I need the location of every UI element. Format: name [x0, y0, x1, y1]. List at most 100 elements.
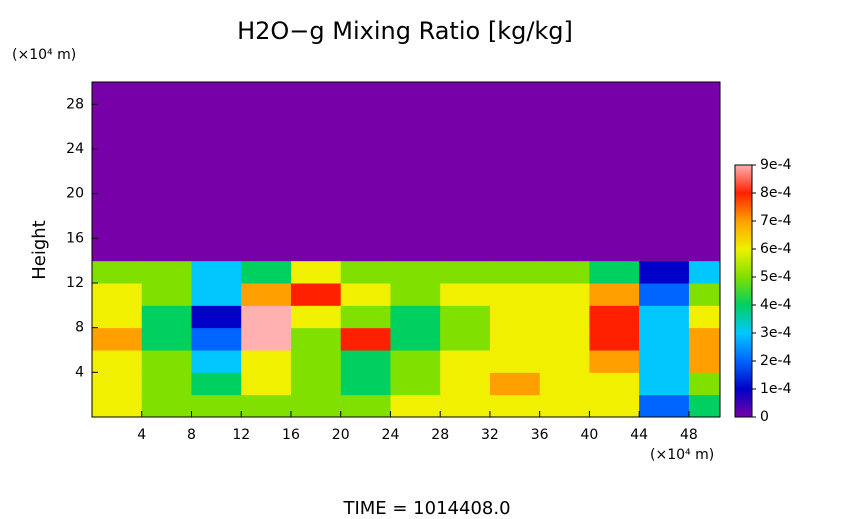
heatmap-cell	[141, 394, 192, 418]
heatmap-cell	[92, 260, 143, 284]
heatmap-cell	[589, 82, 640, 262]
heatmap-cell	[639, 327, 690, 351]
heatmap-cell	[688, 327, 721, 351]
heatmap-cell	[241, 350, 292, 373]
heatmap-cell	[489, 82, 541, 262]
colorbar-tick-label: 2e-4	[760, 353, 792, 369]
chart-title: H2O−g Mixing Ratio [kg/kg]	[237, 17, 573, 45]
heatmap-cell	[390, 260, 441, 284]
heatmap-cell	[539, 283, 590, 306]
heatmap-cell	[290, 327, 342, 351]
heatmap-cell	[639, 394, 690, 418]
heatmap-cell	[92, 372, 143, 396]
heatmap-cell	[241, 283, 292, 306]
heatmap-cell	[639, 82, 690, 262]
x-tick-label: 28	[431, 427, 449, 443]
heatmap-cell	[290, 350, 342, 373]
heatmap-cell	[489, 305, 541, 329]
heatmap-cell	[241, 327, 292, 351]
heatmap-cell	[290, 283, 342, 306]
colorbar-tick-label: 0	[760, 409, 769, 425]
y-axis-label: Height	[29, 220, 50, 280]
y-tick-label: 12	[66, 275, 84, 291]
y-tick-label: 20	[66, 186, 84, 202]
heatmap-cell	[390, 82, 441, 262]
heatmap-cell	[340, 394, 391, 418]
heatmap-cell	[539, 372, 590, 396]
heatmap-cell	[589, 327, 640, 351]
heatmap-cell	[241, 394, 292, 418]
heatmap-cell	[191, 82, 242, 262]
heatmap-cell	[589, 283, 640, 306]
colorbar-tick-label: 3e-4	[760, 325, 792, 341]
x-tick-label: 40	[581, 427, 599, 443]
heatmap-cell	[639, 350, 690, 373]
heatmap-cell	[340, 350, 391, 373]
heatmap-cell	[539, 305, 590, 329]
heatmap-cell	[688, 394, 721, 418]
x-tick-label: 8	[187, 427, 196, 443]
heatmap-cell	[141, 372, 192, 396]
heatmap-cell	[489, 350, 541, 373]
heatmap-cell	[489, 283, 541, 306]
colorbar	[734, 164, 753, 418]
heatmap-cell	[539, 82, 590, 262]
heatmap-cell	[340, 372, 391, 396]
colorbar-tick-label: 7e-4	[760, 213, 792, 229]
heatmap-cell	[92, 350, 143, 373]
y-tick-label: 4	[75, 364, 84, 380]
y-tick-label: 24	[66, 141, 84, 157]
y-unit-label: (×10⁴ m)	[12, 47, 76, 63]
colorbar-tick-label: 1e-4	[760, 381, 792, 397]
heatmap-cell	[340, 82, 391, 262]
heatmap-cell	[440, 327, 491, 351]
heatmap	[92, 82, 721, 418]
x-tick-label: 4	[137, 427, 146, 443]
heatmap-cell	[241, 372, 292, 396]
y-tick-label: 8	[75, 320, 84, 336]
heatmap-cell	[688, 372, 721, 396]
x-unit-label: (×10⁴ m)	[650, 447, 714, 463]
heatmap-cell	[489, 394, 541, 418]
x-tick-label: 20	[332, 427, 350, 443]
heatmap-cell	[241, 260, 292, 284]
heatmap-cell	[440, 260, 491, 284]
heatmap-cell	[191, 305, 242, 329]
heatmap-cell	[241, 82, 292, 262]
heatmap-cell	[489, 327, 541, 351]
heatmap-cell	[290, 260, 342, 284]
heatmap-cell	[688, 260, 721, 284]
heatmap-cell	[589, 260, 640, 284]
heatmap-cell	[290, 394, 342, 418]
heatmap-cell	[489, 372, 541, 396]
colorbar-tick-label: 9e-4	[760, 157, 792, 173]
heatmap-cell	[141, 82, 192, 262]
heatmap-cell	[639, 372, 690, 396]
heatmap-cell	[639, 260, 690, 284]
heatmap-cell	[440, 82, 491, 262]
heatmap-cell	[390, 327, 441, 351]
heatmap-cell	[639, 305, 690, 329]
heatmap-cell	[589, 372, 640, 396]
x-tick-label: 32	[481, 427, 499, 443]
heatmap-cell	[340, 305, 391, 329]
heatmap-cell	[92, 394, 143, 418]
heatmap-cell	[539, 327, 590, 351]
heatmap-cell	[141, 283, 192, 306]
heatmap-cell	[241, 305, 292, 329]
heatmap-cell	[191, 394, 242, 418]
colorbar-tick-label: 8e-4	[760, 185, 792, 201]
heatmap-cell	[589, 394, 640, 418]
x-tick-label: 36	[531, 427, 549, 443]
colorbar-tick-label: 6e-4	[760, 241, 792, 257]
heatmap-cell	[688, 283, 721, 306]
heatmap-cell	[191, 327, 242, 351]
heatmap-cell	[390, 305, 441, 329]
heatmap-cell	[191, 372, 242, 396]
heatmap-cell	[340, 260, 391, 284]
heatmap-cell	[688, 350, 721, 373]
heatmap-cell	[191, 350, 242, 373]
heatmap-cell	[688, 305, 721, 329]
x-tick-label: 12	[232, 427, 250, 443]
